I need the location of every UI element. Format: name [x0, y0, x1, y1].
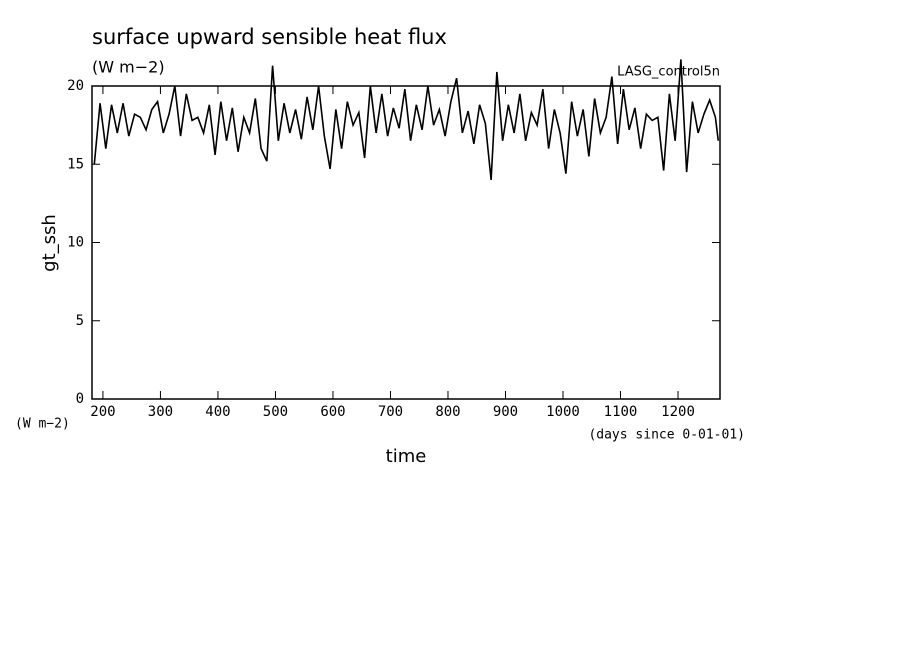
x-tick-label: 600 — [320, 404, 345, 420]
x-tick-label: 1200 — [661, 404, 695, 420]
y-tick-label: 5 — [76, 313, 84, 329]
x-units: (days since 0-01-01) — [588, 428, 745, 443]
x-tick-label: 1100 — [604, 404, 638, 420]
y-tick-label: 15 — [67, 156, 84, 172]
x-tick-label: 500 — [263, 404, 288, 420]
x-tick-label: 800 — [435, 404, 460, 420]
y-tick-label: 10 — [67, 235, 84, 251]
x-tick-label: 200 — [90, 404, 115, 420]
chart-title: surface upward sensible heat flux — [92, 25, 447, 49]
y-tick-label: 20 — [67, 78, 84, 94]
chart-subtitle: (W m−2) — [92, 58, 165, 77]
x-tick-label: 900 — [493, 404, 518, 420]
data-line — [93, 59, 720, 180]
y-tick-label: 0 — [76, 391, 84, 407]
x-tick-label: 700 — [378, 404, 403, 420]
x-tick-label: 400 — [205, 404, 230, 420]
x-axis-label: time — [386, 446, 427, 467]
annotation: LASG_control5n — [617, 65, 720, 80]
x-tick-label: 300 — [148, 404, 173, 420]
y-axis-label: gt_ssh — [39, 214, 60, 272]
plot-frame — [91, 85, 721, 400]
x-tick-label: 1000 — [546, 404, 580, 420]
y-units: (W m−2) — [15, 417, 70, 432]
